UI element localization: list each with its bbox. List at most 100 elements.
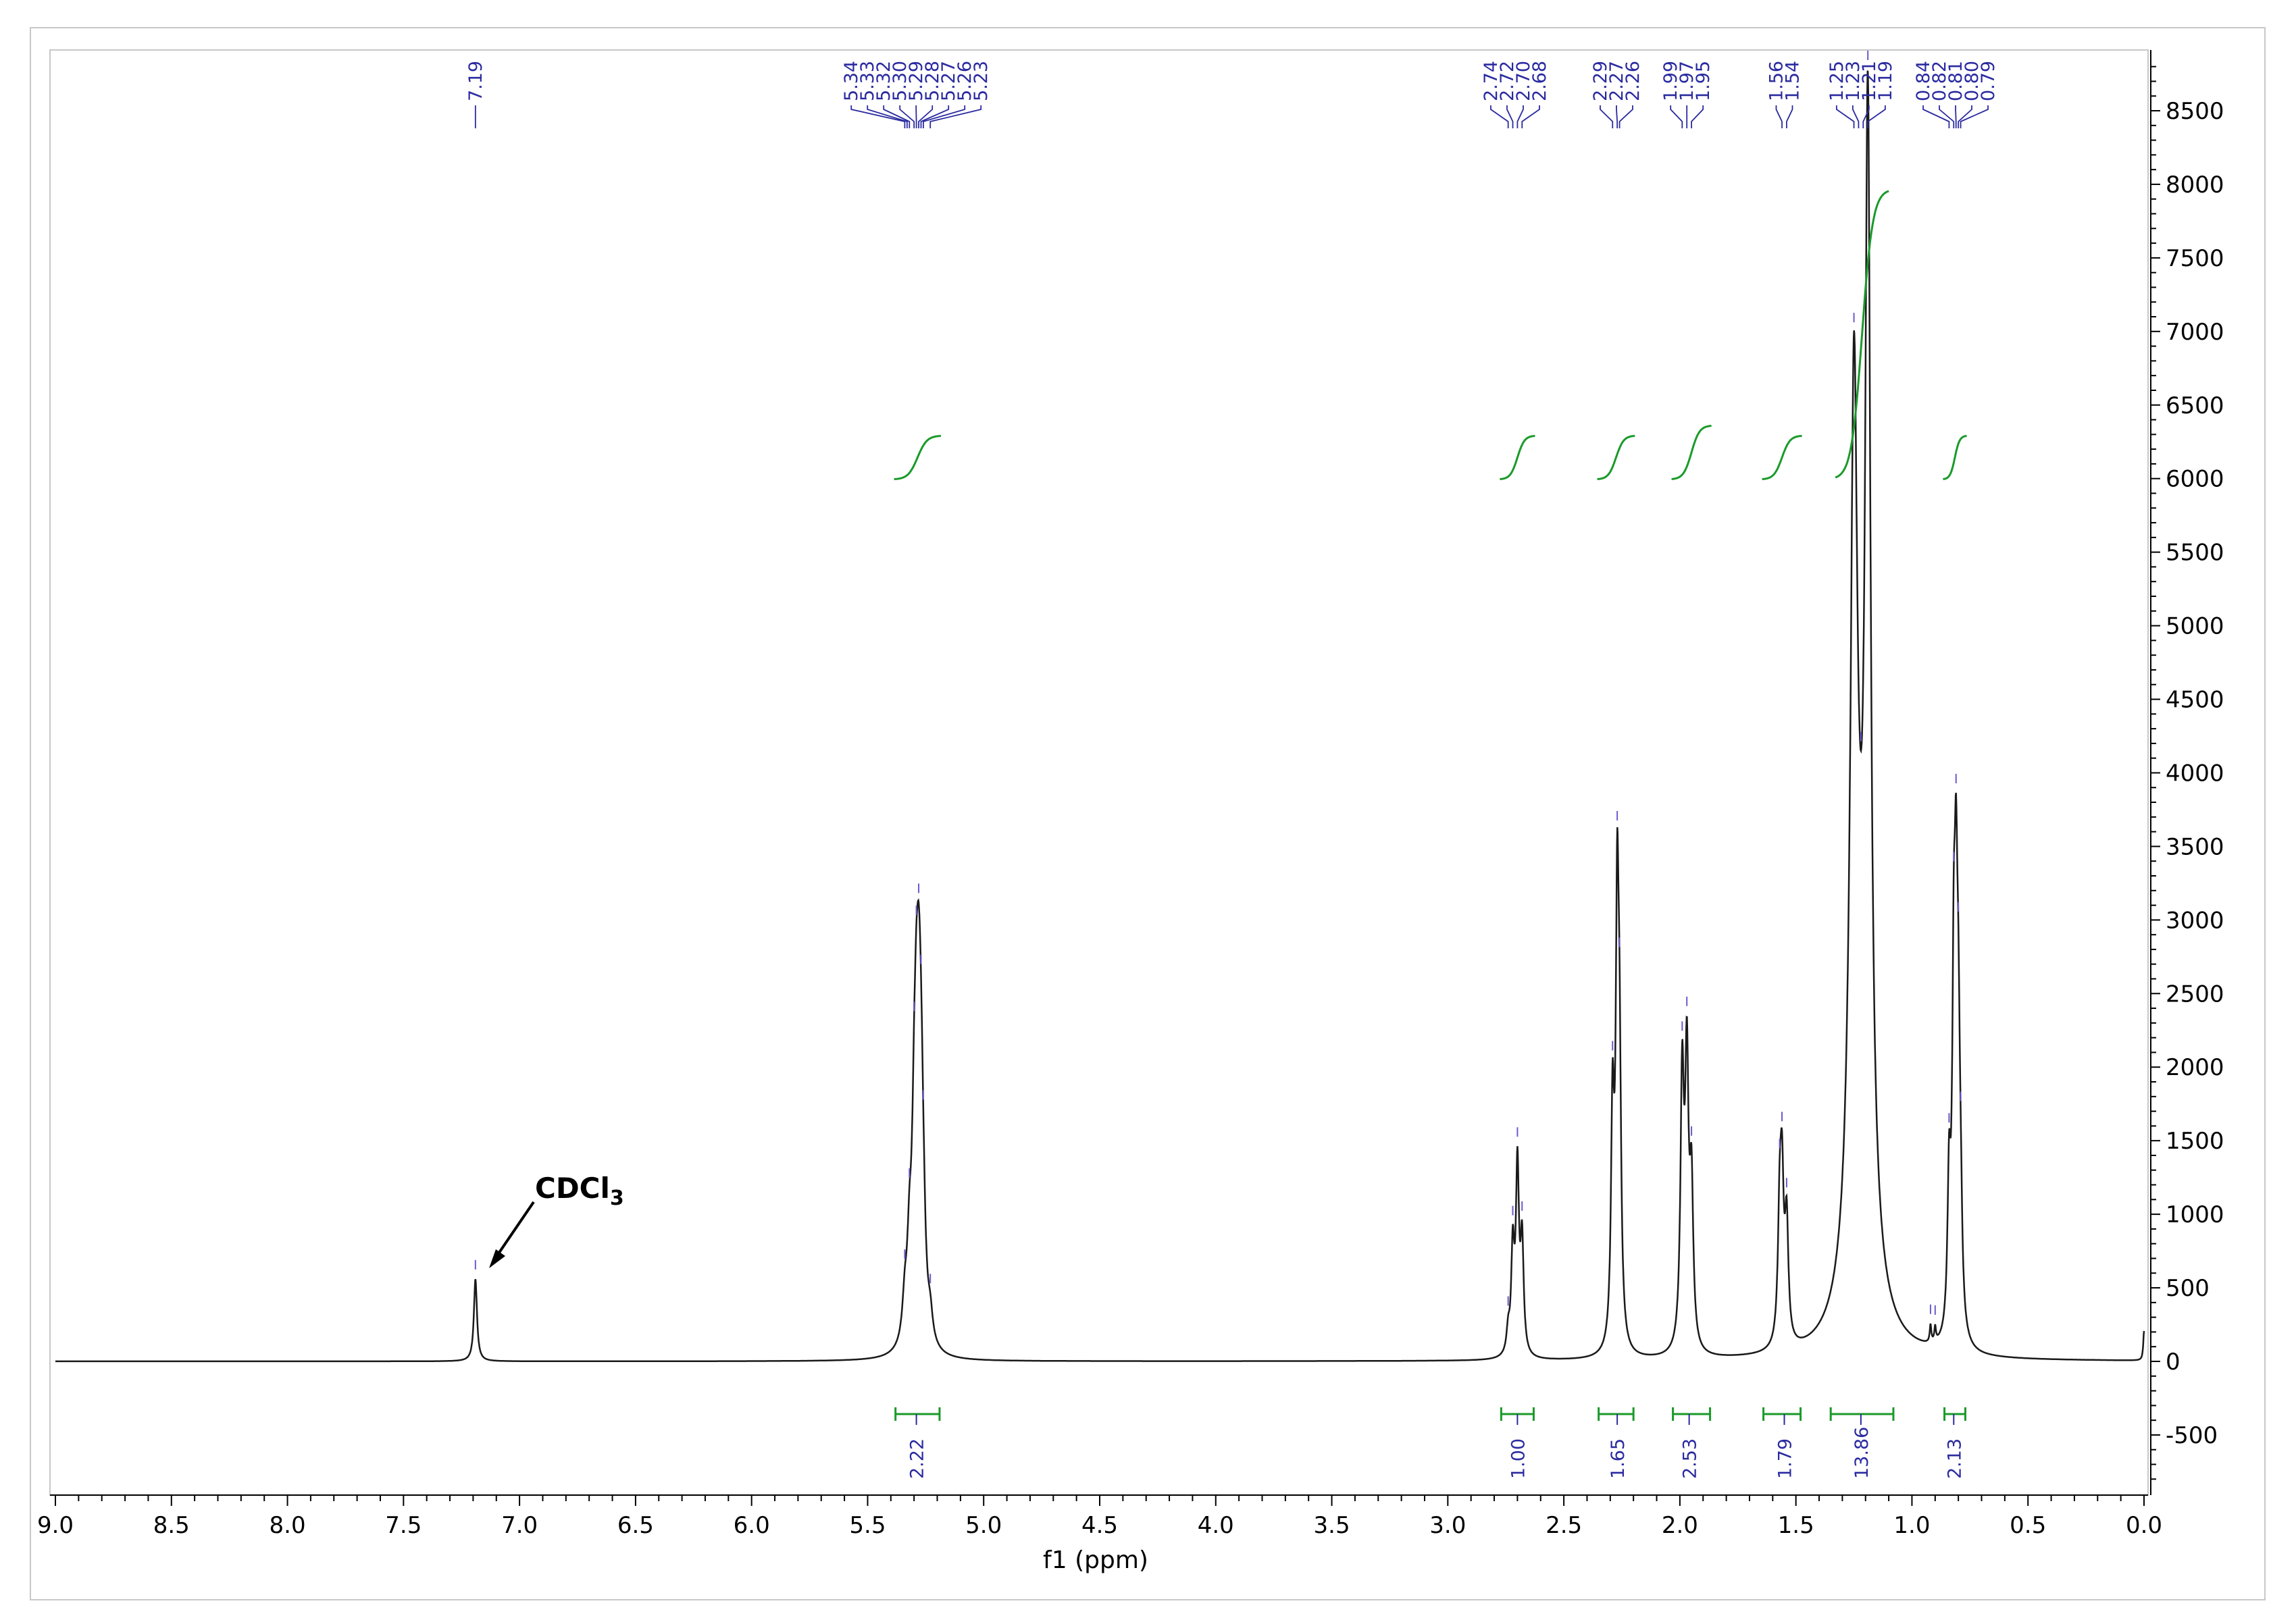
annotation-arrowhead [489, 1249, 505, 1268]
peak-shift-label: 1.23 [1843, 61, 1864, 101]
peak-shift-label: 2.68 [1529, 61, 1550, 101]
peak-shift-label: 0.84 [1913, 61, 1934, 101]
peak-shift-label: 1.21 [1859, 61, 1880, 101]
peak-label-connector [850, 105, 906, 128]
x-tick-label: 2.5 [1546, 1512, 1582, 1539]
x-tick-label: 3.5 [1314, 1512, 1350, 1539]
integral-value-label: 2.22 [907, 1438, 928, 1479]
peak-label-connector [1670, 105, 1683, 128]
peak-shift-label: 0.80 [1962, 61, 1983, 101]
peak-shift-label: 1.25 [1827, 61, 1847, 101]
y-tick-label: 8500 [2166, 98, 2224, 125]
peak-shift-label: 2.72 [1497, 61, 1518, 101]
peak-shift-label: 7.19 [465, 61, 486, 101]
peak-shift-label: 2.27 [1606, 61, 1627, 101]
x-tick-label: 9.0 [37, 1512, 74, 1539]
peak-label-connector [1958, 105, 1972, 128]
y-tick-label: 4500 [2166, 687, 2224, 714]
annotation-cdcl3: CDCl3 [535, 1172, 624, 1210]
peak-label-connector [929, 105, 982, 128]
peak-label-connector [1960, 105, 1989, 128]
annotation-sub-text: 3 [610, 1186, 624, 1210]
peak-shift-label: 5.28 [922, 61, 943, 101]
y-tick-label: 2000 [2166, 1054, 2224, 1081]
peak-label-connector [920, 105, 950, 128]
annotation-arrow [492, 1201, 535, 1263]
x-tick-label: 8.5 [153, 1512, 190, 1539]
x-tick-label: 1.5 [1778, 1512, 1814, 1539]
chart-frame [30, 27, 2266, 1600]
x-tick-label: 5.5 [849, 1512, 886, 1539]
y-tick-label: 3500 [2166, 833, 2224, 860]
peak-shift-label: 5.29 [906, 61, 927, 101]
y-tick-label: 7500 [2166, 245, 2224, 272]
peak-label-connector [1691, 105, 1704, 128]
peak-label-connector [1521, 105, 1540, 128]
x-tick-label: 7.0 [501, 1512, 538, 1539]
integral-curve [1500, 434, 1535, 481]
peak-label-connector [1862, 105, 1870, 128]
integral-curve [1835, 190, 1889, 479]
y-tick-label: 3000 [2166, 907, 2224, 934]
peak-label-connector [1616, 105, 1618, 128]
peak-label-connector [1835, 105, 1855, 128]
x-tick-label: 4.5 [1081, 1512, 1118, 1539]
integral-curve [1943, 434, 1967, 481]
x-tick-label: 0.5 [2010, 1512, 2046, 1539]
x-tick-label: 2.0 [1662, 1512, 1698, 1539]
peak-label-connector [923, 105, 966, 128]
peak-shift-label: 0.81 [1945, 61, 1966, 101]
integral-value-label: 2.53 [1680, 1438, 1701, 1479]
integral-value-label: 13.86 [1852, 1427, 1872, 1479]
peak-shift-label: 1.99 [1660, 61, 1681, 101]
integral-curve [1597, 434, 1635, 481]
integral-curve [894, 434, 942, 481]
x-tick-label: 6.0 [734, 1512, 770, 1539]
peak-shift-label: 5.30 [890, 61, 911, 101]
peak-shift-label: 1.95 [1693, 61, 1714, 101]
y-tick-label: 6500 [2166, 392, 2224, 419]
y-tick-label: 1500 [2166, 1128, 2224, 1155]
peak-shift-label: 5.23 [971, 61, 992, 101]
peak-label-connector [1516, 105, 1524, 128]
x-tick-label: 1.0 [1893, 1512, 1930, 1539]
peak-shift-label: 1.54 [1782, 61, 1803, 101]
peak-shift-label: 5.33 [857, 61, 878, 101]
peak-shift-label: 1.56 [1766, 61, 1787, 101]
x-tick-label: 6.5 [617, 1512, 654, 1539]
y-tick-label: 6000 [2166, 466, 2224, 493]
y-tick-label: 0 [2166, 1349, 2180, 1376]
peak-label-connector [1618, 105, 1633, 128]
x-tick-label: 0.0 [2126, 1512, 2162, 1539]
integral-curve [1762, 434, 1802, 481]
x-tick-label: 3.0 [1429, 1512, 1466, 1539]
x-axis-title: f1 (ppm) [1043, 1546, 1148, 1574]
peak-label-connector [867, 105, 908, 128]
y-tick-label: -500 [2166, 1422, 2218, 1449]
x-tick-label: 8.0 [270, 1512, 306, 1539]
peak-shift-label: 1.19 [1875, 61, 1896, 101]
x-tick-label: 4.0 [1198, 1512, 1234, 1539]
peak-label-connector [1922, 105, 1950, 128]
peak-shift-label: 5.34 [841, 61, 862, 101]
integral-value-label: 1.00 [1508, 1438, 1529, 1479]
peak-label-connector [918, 105, 934, 128]
peak-shift-label: 5.26 [954, 61, 975, 101]
peak-label-connector [1506, 105, 1514, 128]
integral-curve [1671, 425, 1712, 480]
y-tick-label: 8000 [2166, 172, 2224, 199]
integral-value-label: 2.13 [1944, 1438, 1965, 1479]
peak-label-connector [1786, 105, 1793, 128]
peak-label-connector [1600, 105, 1614, 128]
peak-shift-label: 5.32 [873, 61, 894, 101]
y-tick-label: 1000 [2166, 1201, 2224, 1228]
spectrum-line [55, 70, 2145, 1363]
peak-label-connector [1852, 105, 1860, 128]
y-tick-label: 500 [2166, 1275, 2210, 1302]
peak-shift-label: 0.82 [1929, 61, 1950, 101]
y-tick-label: 5500 [2166, 540, 2224, 567]
peak-label-connector [1867, 105, 1886, 128]
peak-shift-label: 2.74 [1481, 61, 1502, 101]
integral-value-label: 1.65 [1608, 1438, 1629, 1479]
